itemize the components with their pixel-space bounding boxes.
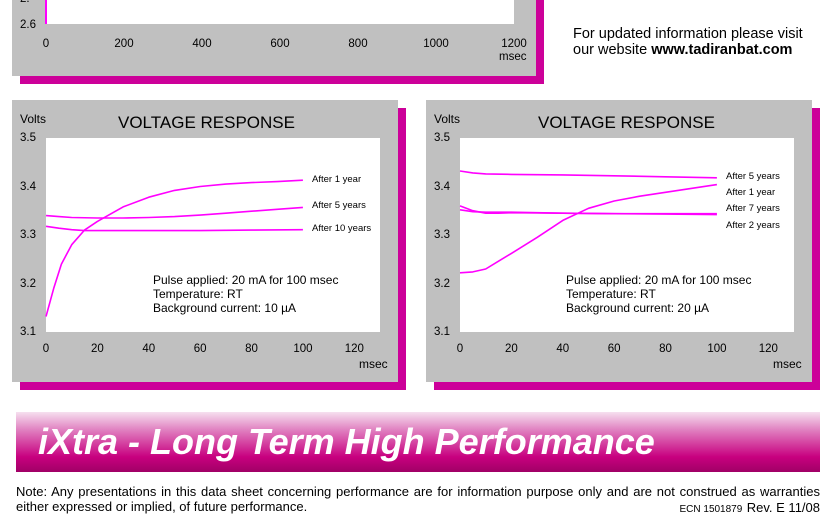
chart-left-x-tick: 100 (293, 343, 313, 355)
top-chart-x-tick: 800 (348, 38, 368, 50)
website-note-prefix: our website (573, 42, 652, 58)
chart-left-plot-area (46, 138, 380, 332)
top-chart-x-tick: 400 (192, 38, 212, 50)
chart-right-x-tick: 60 (607, 343, 621, 355)
chart-left-conditions: Pulse applied: 20 mA for 100 msec Temper… (153, 273, 338, 315)
chart-right-x-tick: 0 (456, 343, 464, 355)
chart-right-y-tick: 3.5 (434, 132, 450, 144)
chart-right-xlabel: msec (773, 357, 802, 371)
chart-left-x-tick: 20 (90, 343, 104, 355)
top-chart-plot-area (46, 0, 514, 24)
chart-left-ylabel: Volts (20, 112, 47, 126)
chart-left-y-tick: 3.5 (20, 132, 36, 144)
top-chart-x-tick: 200 (114, 38, 134, 50)
chart-left-series-line-3 (45, 225, 303, 232)
chart-left-y-tick: 3.2 (20, 277, 36, 290)
top-chart-x-unit: msec (499, 51, 527, 63)
chart-left-series-line-1 (45, 179, 303, 317)
chart-right-title: VOLTAGE RESPONSE (538, 113, 715, 132)
top-chart-curve (45, 0, 47, 24)
footer-revision: ECN 1501879 Rev. E 11/08 (679, 499, 820, 517)
chart-right-x-tick: 20 (504, 343, 518, 355)
chart-left-title: VOLTAGE RESPONSE (118, 113, 295, 132)
chart-right-series-line-1 (459, 170, 717, 179)
chart-left-series-label-3: After 10 years (312, 223, 372, 234)
chart-right-series-label-3: After 7 years (726, 203, 780, 214)
top-chart-y-tick-partial: 2. (20, 0, 30, 5)
chart-right-lines (459, 170, 718, 274)
chart-left-series-label-2: After 5 years (312, 200, 366, 211)
chart-right-x-tick: 100 (707, 343, 727, 355)
chart-left-x-tick: 60 (193, 343, 207, 355)
chart-left-x-tick: 80 (245, 343, 258, 355)
chart-left-x-tick: 40 (142, 343, 156, 355)
chart-right-condition-3: Background current: 20 µA (566, 301, 709, 315)
chart-right-series-label-4: After 2 years (726, 220, 780, 231)
footer-note: Note: Any presentations in this data she… (16, 484, 820, 514)
chart-left-condition-2: Temperature: RT (153, 287, 243, 301)
website-note-line2: our website www.tadiranbat.com (573, 42, 803, 58)
chart-left-x-tick: 0 (42, 343, 50, 355)
banner-text: iXtra - Long Term High Performance (38, 421, 655, 462)
footer-ecn: ECN 1501879 (679, 504, 743, 515)
chart-left-condition-1: Pulse applied: 20 mA for 100 msec (153, 273, 339, 287)
banner: iXtra - Long Term High Performance (16, 412, 820, 472)
chart-left-series-line-2 (45, 206, 303, 219)
chart-left-lines (45, 179, 303, 317)
top-chart-x-tick: 1000 (423, 38, 449, 50)
chart-left-y-tick: 3.1 (20, 326, 36, 338)
chart-right-x-tick: 120 (758, 343, 778, 355)
chart-right-x-tick: 40 (556, 343, 570, 355)
chart-right-series-line-4 (459, 209, 717, 216)
chart-left-condition-3: Background current: 10 µA (153, 301, 296, 315)
website-link[interactable]: www.tadiranbat.com (651, 42, 793, 58)
chart-right-series-label-2: After 1 year (726, 187, 776, 198)
chart-right-condition-2: Temperature: RT (566, 287, 656, 301)
chart-right-y-tick: 3.2 (434, 277, 450, 290)
chart-right-y-tick: 3.1 (434, 326, 450, 338)
chart-left-series-label-1: After 1 year (312, 174, 362, 185)
chart-right-y-tick: 3.3 (434, 229, 450, 241)
chart-right-series-line-2 (459, 183, 718, 274)
chart-right-ylabel: Volts (434, 112, 461, 126)
top-chart-x-tick: 0 (42, 38, 50, 50)
top-chart-x-tick: 1200 (501, 38, 527, 50)
chart-right-condition-1: Pulse applied: 20 mA for 100 msec (566, 273, 752, 287)
chart-left-xlabel: msec (359, 357, 388, 371)
chart-left-y-tick: 3.3 (20, 229, 36, 241)
chart-right-series-label-1: After 5 years (726, 171, 780, 182)
top-chart-x-tick: 600 (270, 38, 290, 50)
chart-left-x-tick: 120 (344, 343, 364, 355)
chart-right-x-tick: 80 (659, 343, 672, 355)
chart-right-plot-area (460, 138, 794, 332)
footer-rev: Rev. E 11/08 (746, 500, 820, 515)
website-note-line1: For updated information please visit (573, 26, 803, 42)
chart-right-conditions: Pulse applied: 20 mA for 100 msec Temper… (566, 273, 751, 315)
chart-left-y-tick: 3.4 (20, 180, 36, 193)
top-chart-y-tick: 2.6 (20, 19, 36, 31)
website-note: For updated information please visit our… (573, 26, 803, 58)
chart-right-y-tick: 3.4 (434, 180, 450, 193)
